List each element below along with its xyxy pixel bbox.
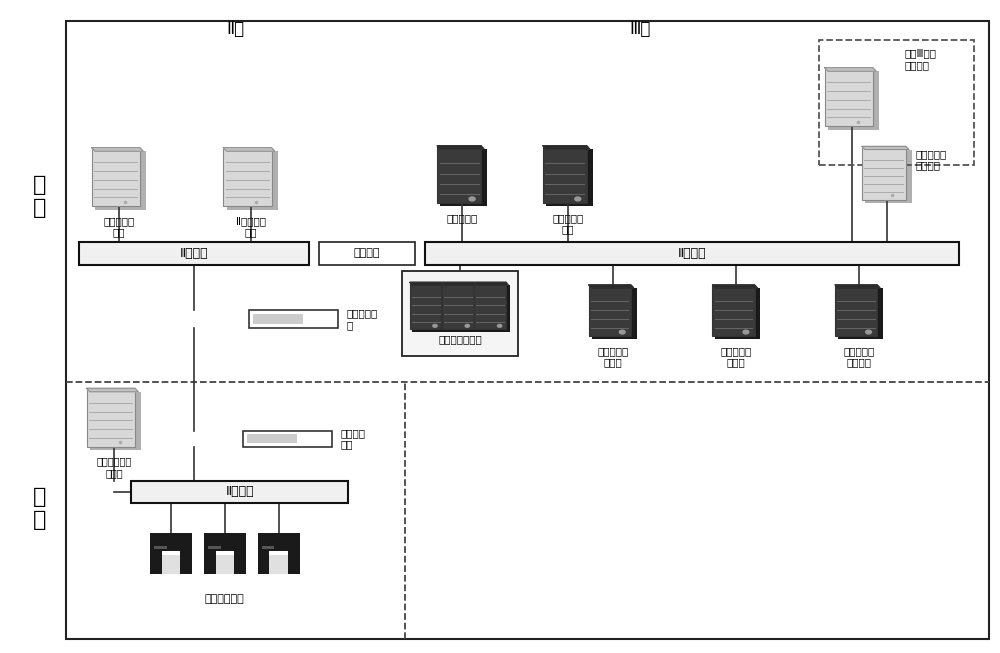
Bar	[589, 285, 631, 336]
Bar	[828, 71, 879, 130]
Bar	[87, 389, 135, 447]
Bar	[180, 551, 192, 573]
Bar	[208, 546, 221, 549]
Bar	[412, 285, 446, 332]
Text: 集控Ⅲ区接
口服务器: 集控Ⅲ区接 口服务器	[905, 48, 937, 70]
Circle shape	[433, 325, 437, 327]
Bar	[154, 546, 167, 549]
Polygon shape	[825, 68, 876, 71]
Text: Ⅱ区网络: Ⅱ区网络	[180, 247, 208, 260]
Text: 电
厂: 电 厂	[33, 487, 46, 530]
Text: 关系数据库
服务器: 关系数据库 服务器	[597, 346, 628, 368]
Polygon shape	[474, 282, 508, 285]
Circle shape	[743, 330, 749, 334]
Text: Ⅲ区: Ⅲ区	[629, 20, 650, 38]
Bar	[440, 149, 487, 206]
Bar	[838, 288, 883, 339]
Text: 应用管控服
务器: 应用管控服 务器	[552, 213, 583, 234]
Polygon shape	[712, 285, 757, 288]
Polygon shape	[437, 146, 484, 149]
Circle shape	[465, 325, 469, 327]
Bar	[477, 285, 510, 332]
Bar	[865, 150, 912, 203]
Text: 纵向加密
装置: 纵向加密 装置	[340, 428, 365, 449]
Bar	[437, 146, 481, 203]
Circle shape	[497, 325, 502, 327]
Polygon shape	[835, 285, 880, 288]
Polygon shape	[410, 282, 444, 285]
Bar	[162, 555, 180, 573]
Bar	[92, 148, 140, 206]
Bar	[712, 285, 755, 336]
Text: 集控数据采
集服务器: 集控数据采 集服务器	[916, 149, 947, 170]
Text: 总
部: 总 部	[33, 175, 46, 218]
Bar	[95, 151, 146, 210]
Bar	[825, 68, 873, 126]
Polygon shape	[589, 285, 634, 288]
Polygon shape	[442, 282, 476, 285]
Polygon shape	[223, 148, 275, 151]
Bar	[90, 392, 141, 451]
Bar	[592, 288, 637, 339]
Bar	[249, 310, 338, 328]
Bar	[835, 285, 877, 336]
Bar	[288, 551, 300, 573]
Polygon shape	[543, 146, 590, 149]
Text: Ⅱ区数据服
务器: Ⅱ区数据服 务器	[236, 216, 266, 238]
Bar	[258, 534, 300, 551]
Text: 应用服务器: 应用服务器	[446, 213, 478, 223]
Polygon shape	[92, 148, 143, 151]
Bar	[262, 546, 274, 549]
Text: 数据采集前置
服务器: 数据采集前置 服务器	[96, 456, 132, 478]
Text: Ⅱ区网络: Ⅱ区网络	[225, 485, 254, 498]
Bar	[216, 555, 234, 573]
Bar	[150, 551, 162, 573]
Text: Ⅱ区: Ⅱ区	[227, 20, 245, 38]
Bar	[715, 288, 760, 339]
Bar	[444, 285, 478, 332]
Bar	[204, 534, 246, 551]
Text: 离线数据采
集服务器: 离线数据采 集服务器	[843, 346, 875, 368]
Bar	[204, 551, 216, 573]
Bar	[425, 242, 959, 264]
Bar	[150, 534, 192, 551]
Bar	[247, 434, 297, 443]
Circle shape	[619, 330, 625, 334]
Bar	[474, 282, 506, 329]
Bar	[227, 151, 278, 210]
Bar	[410, 282, 441, 329]
Bar	[862, 146, 906, 200]
Bar	[131, 481, 348, 503]
Circle shape	[866, 330, 871, 334]
Polygon shape	[87, 389, 138, 392]
Text: 纵向加密装
置: 纵向加密装 置	[346, 308, 378, 330]
Circle shape	[469, 197, 475, 201]
Text: Ⅱ区网络: Ⅱ区网络	[678, 247, 706, 260]
Bar	[243, 430, 332, 447]
Bar	[402, 271, 518, 356]
Text: 在线监测装置: 在线监测装置	[205, 594, 245, 605]
Bar	[442, 282, 474, 329]
Text: 实时数据库集群: 实时数据库集群	[438, 334, 482, 344]
Bar	[269, 555, 288, 573]
Circle shape	[575, 197, 581, 201]
Bar	[258, 551, 269, 573]
Bar	[234, 551, 246, 573]
Text: 数据预处理
服务器: 数据预处理 服务器	[721, 346, 752, 368]
Bar	[319, 242, 415, 264]
Polygon shape	[862, 146, 909, 150]
Bar	[546, 149, 593, 206]
Bar	[253, 314, 303, 324]
Bar	[543, 146, 587, 203]
Text: 隔离装置: 隔离装置	[354, 248, 380, 259]
Bar	[79, 242, 309, 264]
Bar	[819, 40, 974, 165]
Bar	[223, 148, 272, 206]
Text: 数据通信服
务器: 数据通信服 务器	[103, 216, 135, 238]
